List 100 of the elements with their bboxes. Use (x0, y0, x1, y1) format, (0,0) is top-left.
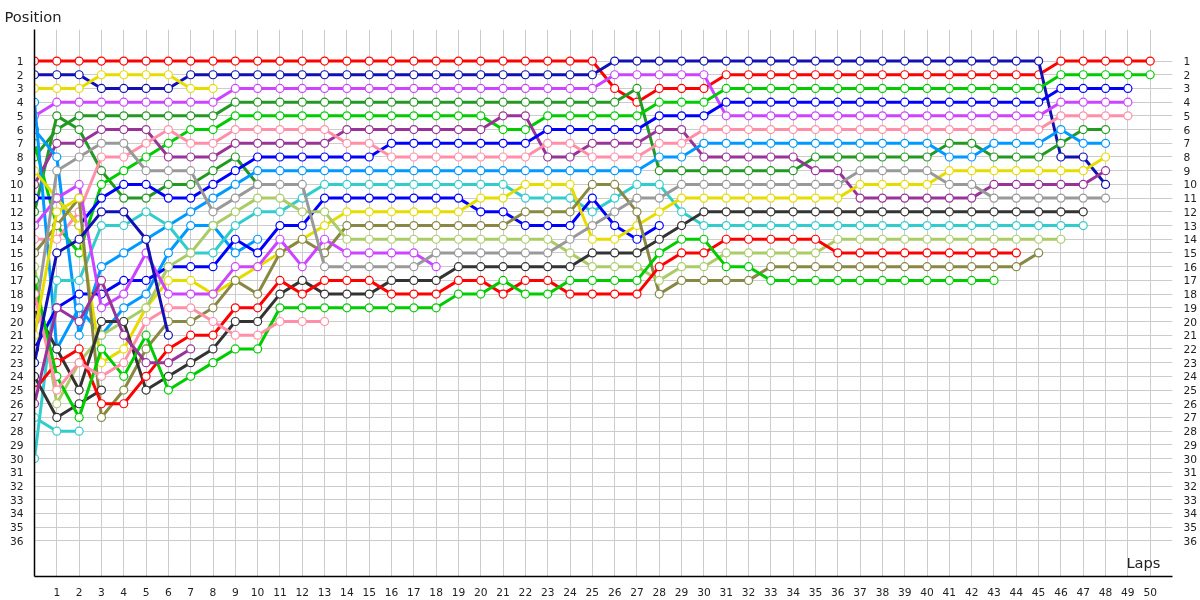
point (766, 70, 776, 80)
point (833, 166, 843, 176)
point (52, 83, 62, 94)
point (297, 289, 307, 299)
point (186, 83, 196, 94)
x-tick-label: 2 (75, 585, 83, 599)
point (944, 83, 954, 94)
y-tick-label: 12 (9, 205, 24, 219)
point (1034, 248, 1044, 258)
point (275, 234, 285, 244)
point (52, 152, 62, 162)
point (498, 234, 508, 244)
point (96, 124, 107, 135)
x-tick-label: 10 (250, 585, 265, 599)
point (654, 234, 664, 244)
point (230, 124, 240, 135)
point (230, 303, 240, 313)
point (119, 124, 129, 135)
point (699, 124, 709, 135)
point (520, 152, 530, 162)
point (141, 138, 151, 148)
point (565, 138, 575, 148)
point (386, 179, 397, 190)
point (833, 248, 843, 258)
point (989, 234, 999, 244)
y2-tick-label: 31 (1183, 466, 1198, 480)
point (186, 56, 196, 66)
point (721, 193, 731, 203)
y-tick-label: 32 (9, 480, 24, 494)
x-tick-label: 40 (920, 585, 935, 599)
point (409, 70, 419, 80)
point (855, 207, 865, 217)
point (74, 56, 84, 66)
point (788, 275, 798, 285)
point (96, 316, 107, 327)
point (1011, 56, 1021, 66)
point (766, 124, 776, 135)
y-tick-label: 7 (16, 137, 24, 151)
x-tick-label: 33 (764, 585, 778, 599)
point (967, 152, 977, 162)
point (565, 220, 575, 231)
point (565, 124, 575, 135)
point (119, 344, 129, 354)
point (74, 330, 84, 340)
point (319, 289, 330, 299)
point (855, 70, 865, 80)
point (833, 111, 843, 121)
point (855, 97, 865, 107)
point (565, 56, 575, 66)
point (766, 262, 776, 272)
point (253, 83, 263, 94)
y2-tick-label: 1 (1183, 55, 1191, 69)
point (1056, 152, 1066, 162)
point (743, 220, 754, 231)
point (1034, 220, 1044, 231)
point (520, 207, 530, 217)
point (141, 56, 151, 66)
point (186, 371, 196, 381)
point (342, 179, 352, 190)
point (855, 179, 865, 190)
point (163, 371, 173, 381)
point (52, 166, 62, 176)
point (922, 262, 932, 272)
point (364, 83, 374, 94)
point (900, 83, 910, 94)
point (319, 97, 330, 107)
point (208, 358, 218, 368)
point (186, 220, 196, 231)
point (654, 275, 664, 285)
point (119, 220, 129, 231)
point (476, 152, 486, 162)
point (74, 289, 84, 299)
point (632, 152, 642, 162)
point (409, 289, 419, 299)
point (186, 303, 196, 313)
point (208, 97, 218, 107)
point (520, 70, 530, 80)
point (186, 358, 196, 368)
point (520, 97, 530, 107)
point (587, 70, 597, 80)
point (476, 275, 486, 285)
point (52, 275, 62, 285)
point (632, 111, 642, 121)
point (810, 83, 821, 94)
point (610, 70, 620, 80)
point (96, 371, 107, 381)
point (632, 70, 642, 80)
point (989, 179, 999, 190)
point (297, 220, 307, 231)
y2-tick-label: 14 (1183, 233, 1198, 247)
point (1011, 207, 1021, 217)
x-tick-label: 29 (674, 585, 689, 599)
point (319, 111, 330, 121)
point (297, 166, 307, 176)
point (967, 56, 977, 66)
point (253, 289, 263, 299)
point (967, 234, 977, 244)
point (877, 193, 888, 203)
point (119, 303, 129, 313)
point (342, 275, 352, 285)
